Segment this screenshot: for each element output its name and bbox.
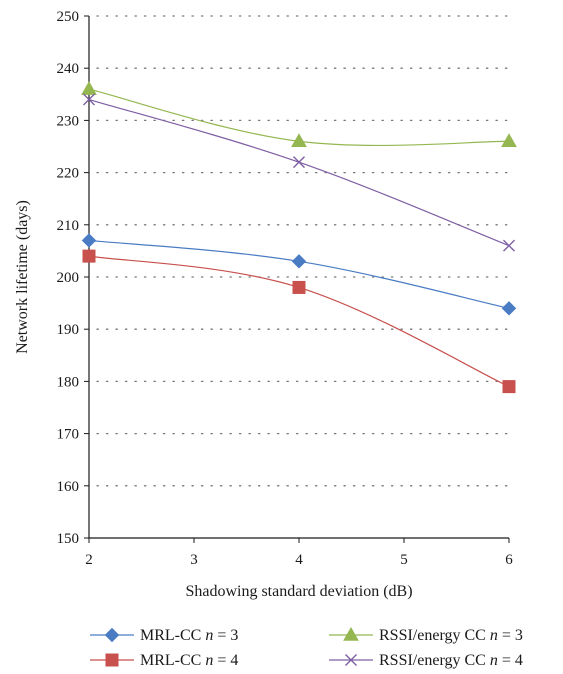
x-axis-title: Shadowing standard deviation (dB) bbox=[185, 583, 412, 600]
legend-label: RSSI/energy CC n = 3 bbox=[379, 627, 523, 644]
axes bbox=[84, 15, 510, 543]
legend-label: MRL-CC n = 3 bbox=[140, 627, 238, 644]
x-tick-label: 5 bbox=[400, 552, 408, 568]
series-line bbox=[88, 98, 510, 247]
data-point bbox=[292, 280, 306, 294]
data-point bbox=[291, 254, 307, 269]
data-point bbox=[502, 380, 516, 394]
series-markers bbox=[81, 81, 517, 394]
legend-label: MRL-CC n = 4 bbox=[140, 652, 238, 669]
legend-marker bbox=[104, 627, 120, 643]
gridlines bbox=[96, 15, 510, 487]
y-tick-label: 220 bbox=[57, 166, 80, 182]
x-tick-label: 4 bbox=[295, 552, 303, 568]
y-tick-label: 190 bbox=[57, 322, 80, 338]
x-tick-label: 2 bbox=[85, 552, 93, 568]
data-point bbox=[501, 133, 517, 148]
x-tick-label: 3 bbox=[190, 552, 198, 568]
y-tick-label: 170 bbox=[57, 427, 80, 443]
data-point bbox=[82, 249, 96, 263]
data-point bbox=[293, 156, 305, 169]
y-tick-label: 160 bbox=[57, 479, 80, 495]
y-tick-label: 210 bbox=[57, 218, 80, 234]
x-tick-label: 6 bbox=[505, 552, 513, 568]
data-point bbox=[83, 93, 95, 106]
legend-marker bbox=[345, 654, 357, 666]
tick-labels: 150 160 170 180 190 200 210 220 230 240 250 2 3 4 5 6 bbox=[57, 9, 514, 568]
legend-marker bbox=[343, 626, 359, 641]
y-tick-label: 200 bbox=[57, 270, 80, 286]
legend-label: RSSI/energy CC n = 4 bbox=[379, 652, 523, 669]
data-point bbox=[81, 233, 97, 248]
data-point bbox=[501, 301, 517, 316]
y-tick-label: 180 bbox=[57, 374, 80, 390]
data-point bbox=[81, 81, 97, 95]
series-line bbox=[88, 255, 510, 388]
y-tick-label: 250 bbox=[57, 9, 80, 25]
y-tick-label: 240 bbox=[57, 61, 80, 77]
series-line bbox=[88, 239, 510, 309]
y-axis-title: Network lifetime (days) bbox=[14, 200, 31, 354]
y-tick-label: 230 bbox=[57, 113, 80, 129]
data-point bbox=[291, 133, 307, 148]
legend-marker bbox=[105, 653, 119, 667]
data-point bbox=[503, 239, 515, 252]
y-tick-label: 150 bbox=[57, 531, 80, 547]
legend: MRL-CC n = 3 MRL-CC n = 4 RSSI/energy CC n… bbox=[90, 626, 523, 669]
